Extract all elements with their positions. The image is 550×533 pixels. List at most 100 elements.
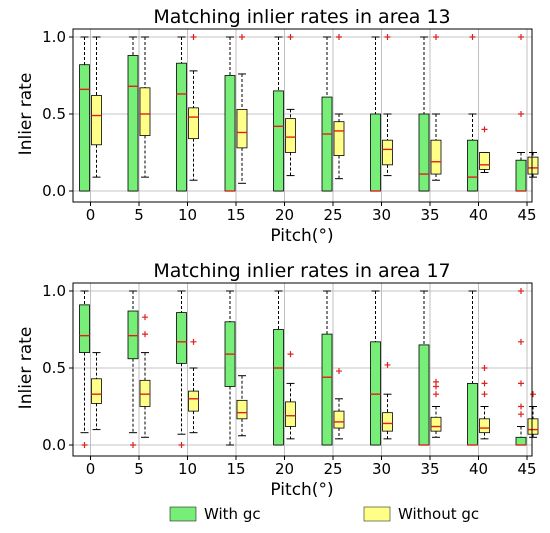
x-tick-label: 10 — [178, 206, 197, 224]
x-tick-label: 40 — [469, 206, 488, 224]
y-tick-label: 0.0 — [42, 182, 66, 200]
box-with-gc-25 — [321, 36, 333, 192]
x-tick-label: 0 — [86, 460, 96, 478]
box-body — [285, 401, 296, 427]
box-with-gc-20 — [273, 36, 284, 192]
legend-label-without-gc: Without gc — [398, 505, 479, 523]
box-without-gc-40 — [479, 365, 490, 440]
outlier-point — [530, 391, 536, 398]
outlier-point — [178, 442, 185, 448]
box-body — [382, 412, 393, 432]
box-with-gc-45 — [515, 34, 527, 192]
box-body — [127, 55, 139, 192]
box-without-gc-0 — [91, 36, 102, 178]
x-tick-label: 15 — [226, 460, 245, 478]
box-with-gc-15 — [224, 36, 236, 192]
outlier-point — [433, 34, 439, 40]
x-tick-label: 35 — [420, 206, 439, 224]
box-with-gc-20 — [273, 290, 284, 446]
x-tick-label: 30 — [372, 206, 391, 224]
box-body — [430, 416, 442, 432]
outlier-point — [481, 380, 488, 387]
box-with-gc-5 — [127, 36, 139, 192]
box-body — [176, 312, 187, 364]
y-tick-label: 0.0 — [42, 436, 66, 454]
box-body — [79, 304, 90, 353]
box-body — [467, 382, 478, 446]
box-body — [479, 418, 490, 434]
box-with-gc-5 — [127, 290, 139, 448]
box-without-gc-45 — [527, 391, 539, 438]
outlier-point — [287, 351, 294, 358]
box-with-gc-15 — [224, 290, 236, 446]
box-without-gc-40 — [479, 126, 490, 174]
box-without-gc-0 — [91, 352, 102, 431]
box-body — [382, 139, 393, 166]
box-without-gc-20 — [285, 34, 296, 177]
outlier-point — [518, 288, 524, 294]
y-axis-label: Inlier rate — [16, 73, 36, 156]
box-body — [236, 108, 248, 149]
box-without-gc-5 — [139, 36, 151, 178]
box-with-gc-40 — [467, 34, 478, 192]
box-without-gc-35 — [430, 378, 442, 438]
box-without-gc-35 — [430, 34, 442, 181]
x-axis-label: Pitch(°) — [270, 226, 333, 246]
x-tick-label: 25 — [323, 206, 342, 224]
x-tick-label: 15 — [226, 206, 245, 224]
y-tick-label: 1.0 — [42, 28, 66, 46]
box-body — [515, 159, 527, 192]
box-body — [127, 310, 139, 360]
box-body — [139, 87, 151, 136]
outlier-point — [384, 34, 391, 40]
box-body — [430, 139, 442, 175]
box-body — [236, 399, 248, 420]
box-body — [527, 418, 539, 435]
outlier-point — [518, 34, 524, 40]
outlier-point — [190, 34, 197, 40]
box-body — [273, 329, 284, 446]
box-with-gc-10 — [176, 36, 187, 192]
box-body — [188, 390, 199, 412]
box-without-gc-25 — [333, 368, 345, 440]
x-tick-label: 5 — [134, 206, 144, 224]
box-with-gc-30 — [370, 290, 381, 446]
box-with-gc-45 — [515, 288, 527, 446]
outlier-point — [239, 34, 245, 40]
box-body — [515, 436, 527, 446]
outlier-point — [81, 442, 88, 448]
outlier-point — [142, 331, 148, 338]
legend-swatch-without-gc — [363, 506, 391, 522]
box-with-gc-0 — [79, 36, 90, 192]
outlier-point — [433, 391, 439, 398]
box-body — [91, 95, 102, 146]
box-body — [273, 90, 284, 192]
outlier-point — [481, 365, 488, 371]
plot-frame — [72, 282, 533, 457]
y-axis-label: Inlier rate — [16, 327, 36, 410]
x-tick-label: 45 — [517, 206, 536, 224]
outlier-point — [481, 126, 488, 133]
outlier-point — [518, 111, 524, 117]
legend: With gc Without gc — [169, 505, 479, 523]
x-tick-label: 20 — [275, 460, 294, 478]
chart-area-17: Matching inlier rates in area 17 Inlier … — [16, 260, 539, 500]
box-body — [370, 341, 381, 446]
outlier-point — [433, 378, 439, 385]
box-body — [188, 107, 199, 140]
x-tick-label: 35 — [420, 460, 439, 478]
box-with-gc-25 — [321, 290, 333, 446]
box-without-gc-30 — [382, 34, 393, 177]
box-body — [333, 121, 345, 156]
box-body — [370, 113, 381, 192]
x-tick-label: 45 — [517, 460, 536, 478]
box-without-gc-15 — [236, 34, 248, 184]
outlier-point — [518, 338, 524, 345]
outlier-point — [518, 380, 524, 387]
box-body — [527, 156, 539, 175]
box-body — [418, 344, 430, 446]
box-with-gc-35 — [418, 290, 430, 446]
box-body — [333, 410, 345, 429]
box-body — [176, 62, 187, 192]
